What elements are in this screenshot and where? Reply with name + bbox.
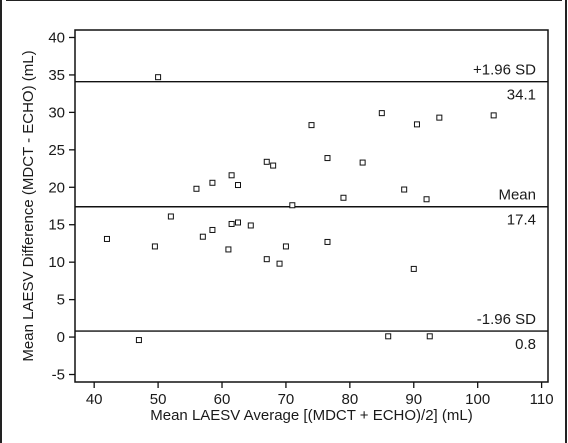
reference-line-value: 17.4 <box>507 212 536 229</box>
data-point <box>167 213 174 220</box>
x-axis-title: Mean LAESV Average [(MDCT + ECHO)/2] (mL… <box>150 407 472 424</box>
data-point <box>423 196 430 203</box>
y-tick-label: 20 <box>48 179 65 196</box>
reference-line-value: 0.8 <box>515 336 536 353</box>
data-point <box>385 333 392 340</box>
reference-lines: +1.96 SD 34.1 Mean 17.4 -1.96 SD 0.8 <box>75 62 548 353</box>
data-point <box>103 235 110 242</box>
data-point <box>410 265 417 272</box>
data-point <box>234 219 241 226</box>
data-point <box>490 112 497 119</box>
data-point <box>340 194 347 201</box>
x-tick-label: 80 <box>342 391 359 408</box>
plot-area <box>74 29 549 383</box>
x-tick-label: 110 <box>530 391 554 408</box>
data-point <box>436 114 443 121</box>
data-point <box>426 333 433 340</box>
data-point <box>263 256 270 263</box>
y-tick-label: 35 <box>48 67 65 84</box>
y-tick-label: 40 <box>48 29 65 46</box>
y-tick-label: 5 <box>57 292 65 309</box>
data-point <box>324 155 331 162</box>
x-tick-label: 70 <box>278 391 295 408</box>
y-tick-label: 30 <box>48 104 65 121</box>
y-tick-label: -5 <box>52 367 65 384</box>
data-point <box>228 220 235 227</box>
data-point <box>247 222 254 229</box>
x-tick-label: 100 <box>465 391 490 408</box>
data-point <box>378 110 385 117</box>
x-tick-label: 90 <box>405 391 422 408</box>
data-point <box>263 158 270 165</box>
x-tick-label: 50 <box>150 391 167 408</box>
y-tick-label: 15 <box>48 217 65 234</box>
data-points <box>103 74 497 344</box>
y-tick-label: 25 <box>48 142 65 159</box>
data-point <box>135 337 142 344</box>
data-point <box>401 186 408 193</box>
data-point <box>289 202 296 209</box>
x-tick-label: 40 <box>86 391 103 408</box>
data-point <box>225 246 232 253</box>
y-tick-label: 0 <box>57 329 65 346</box>
data-point <box>276 260 283 267</box>
data-point <box>155 74 162 81</box>
reference-line-label: Mean <box>498 187 536 204</box>
data-point <box>209 226 216 233</box>
data-point <box>209 179 216 186</box>
data-point <box>413 121 420 128</box>
data-point <box>282 243 289 250</box>
data-point <box>308 122 315 129</box>
axis-ticks: 40 50 60 70 80 90 100 110 -5 0 5 10 15 20 25 30 35 40 <box>48 29 553 408</box>
x-tick-label: 60 <box>214 391 231 408</box>
data-point <box>228 172 235 179</box>
reference-line-value: 34.1 <box>507 87 536 104</box>
y-tick-label: 10 <box>48 254 65 271</box>
data-point <box>270 162 277 169</box>
y-axis-title: Mean LAESV Difference (MDCT - ECHO) (mL) <box>20 50 37 361</box>
data-point <box>151 243 158 250</box>
reference-line-label: +1.96 SD <box>473 62 536 79</box>
data-point <box>199 233 206 240</box>
data-point <box>193 185 200 192</box>
data-point <box>234 182 241 189</box>
data-point <box>324 238 331 245</box>
reference-line-label: -1.96 SD <box>477 311 536 328</box>
data-point <box>359 159 366 166</box>
